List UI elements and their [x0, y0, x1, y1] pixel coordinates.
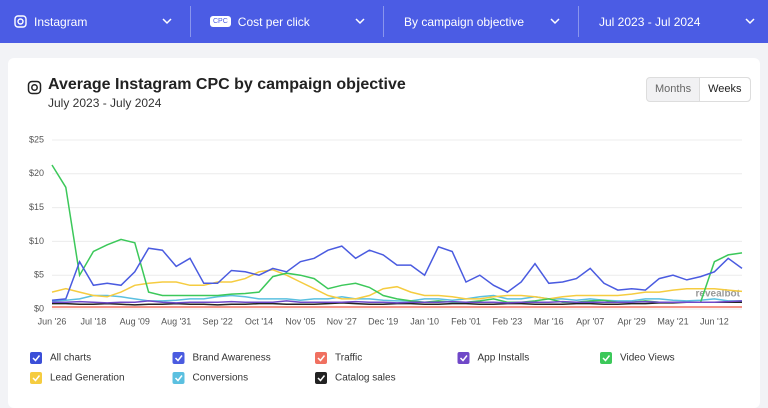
- legend-checkbox: [315, 372, 327, 384]
- legend-item[interactable]: App Installs: [457, 352, 530, 364]
- card: [8, 58, 760, 408]
- x-tick-label: May '21: [657, 316, 688, 326]
- x-tick-label: Feb '23: [493, 316, 523, 326]
- y-tick-label: $25: [29, 134, 44, 144]
- x-tick-label: Aug '09: [120, 316, 150, 326]
- separator: [190, 6, 191, 37]
- separator: [578, 6, 579, 37]
- check-mark: [32, 375, 41, 382]
- x-tick-label: Oct '14: [245, 316, 273, 326]
- check-mark: [459, 355, 468, 362]
- series-line: [51, 269, 743, 300]
- series-line: [51, 164, 743, 303]
- legend-label: Traffic: [335, 353, 362, 364]
- legend-checkbox: [30, 372, 42, 384]
- legend-item[interactable]: Lead Generation: [30, 372, 125, 384]
- instagram-icon: [27, 80, 42, 95]
- legend-checkbox: [30, 352, 42, 364]
- x-tick-label: Mar '16: [534, 316, 564, 326]
- legend-checkbox: [315, 352, 327, 364]
- filter-metric[interactable]: CPC Cost per click: [210, 0, 370, 43]
- legend-item[interactable]: Traffic: [315, 352, 362, 364]
- top-bar: Instagram CPC Cost per click By campaign…: [0, 0, 768, 43]
- x-tick-label: Feb '01: [451, 316, 481, 326]
- x-tick-label: Nov '05: [285, 316, 315, 326]
- x-tick-label: Jul '18: [81, 316, 107, 326]
- legend-item[interactable]: Catalog sales: [315, 372, 396, 384]
- filter-label: By campaign objective: [404, 14, 525, 29]
- check-mark: [174, 375, 183, 382]
- chart: $0 $5 $10 $15 $20 $25 Jun '26 Jul '18 Aug '09 Aug…: [29, 134, 743, 384]
- legend-item[interactable]: All charts: [30, 352, 91, 364]
- chart-title: Average Instagram CPC by campaign object…: [48, 76, 406, 93]
- legend-item[interactable]: Conversions: [172, 372, 249, 384]
- legend-label: Conversions: [193, 373, 249, 384]
- legend-label: App Installs: [478, 353, 530, 364]
- x-tick-label: Jun '26: [38, 316, 67, 326]
- badge: CPC: [210, 16, 231, 27]
- filter-label: Jul 2023 - Jul 2024: [599, 14, 701, 29]
- legend-label: All charts: [50, 353, 91, 364]
- x-tick-label: Dec '19: [368, 316, 398, 326]
- check-mark: [602, 355, 611, 362]
- filter-label: Cost per click: [237, 14, 310, 29]
- filter-date[interactable]: Jul 2023 - Jul 2024: [599, 0, 759, 43]
- x-tick-label: Nov '27: [327, 316, 357, 326]
- legend-checkbox: [172, 372, 185, 384]
- y-tick-label: $15: [29, 202, 44, 212]
- x-tick-label: Apr '29: [617, 316, 645, 326]
- check-mark: [317, 375, 326, 382]
- separator: [383, 6, 384, 37]
- y-tick-label: $0: [34, 303, 44, 313]
- series-line: [51, 245, 743, 301]
- filter-label: Instagram: [34, 14, 88, 29]
- legend-label: Brand Awareness: [193, 353, 271, 364]
- legend-checkbox: [600, 352, 612, 364]
- filter-breakdown[interactable]: By campaign objective: [404, 0, 564, 43]
- legend-label: Catalog sales: [335, 373, 396, 384]
- watermark: revealbot: [696, 289, 741, 300]
- y-tick-label: $20: [29, 168, 44, 178]
- check-mark: [317, 355, 326, 362]
- x-tick-label: Jun '12: [700, 316, 729, 326]
- x-tick-label: Jan '10: [410, 316, 439, 326]
- y-tick-label: $10: [29, 236, 44, 246]
- series-line: [52, 300, 743, 304]
- legend-label: Video Views: [620, 353, 675, 364]
- instagram-icon: [14, 15, 27, 28]
- legend-item[interactable]: Brand Awareness: [172, 352, 271, 364]
- check-mark: [32, 355, 41, 362]
- chart-subtitle: July 2023 - July 2024: [48, 96, 162, 110]
- filter-platform[interactable]: Instagram: [14, 0, 182, 43]
- x-tick-label: Aug '31: [161, 316, 191, 326]
- series-line: [51, 294, 742, 302]
- x-tick-label: Apr '07: [576, 316, 604, 326]
- view-toggle: Months Weeks: [646, 77, 751, 102]
- legend-checkbox: [457, 352, 470, 364]
- check-mark: [174, 355, 183, 362]
- legend-checkbox: [172, 352, 185, 364]
- legend-item[interactable]: Video Views: [600, 352, 675, 364]
- toggle-option[interactable]: Months: [655, 83, 692, 95]
- x-tick-label: Sep '22: [202, 316, 232, 326]
- legend-label: Lead Generation: [50, 373, 125, 384]
- y-tick-label: $5: [34, 270, 44, 280]
- toggle-option[interactable]: Weeks: [699, 78, 750, 101]
